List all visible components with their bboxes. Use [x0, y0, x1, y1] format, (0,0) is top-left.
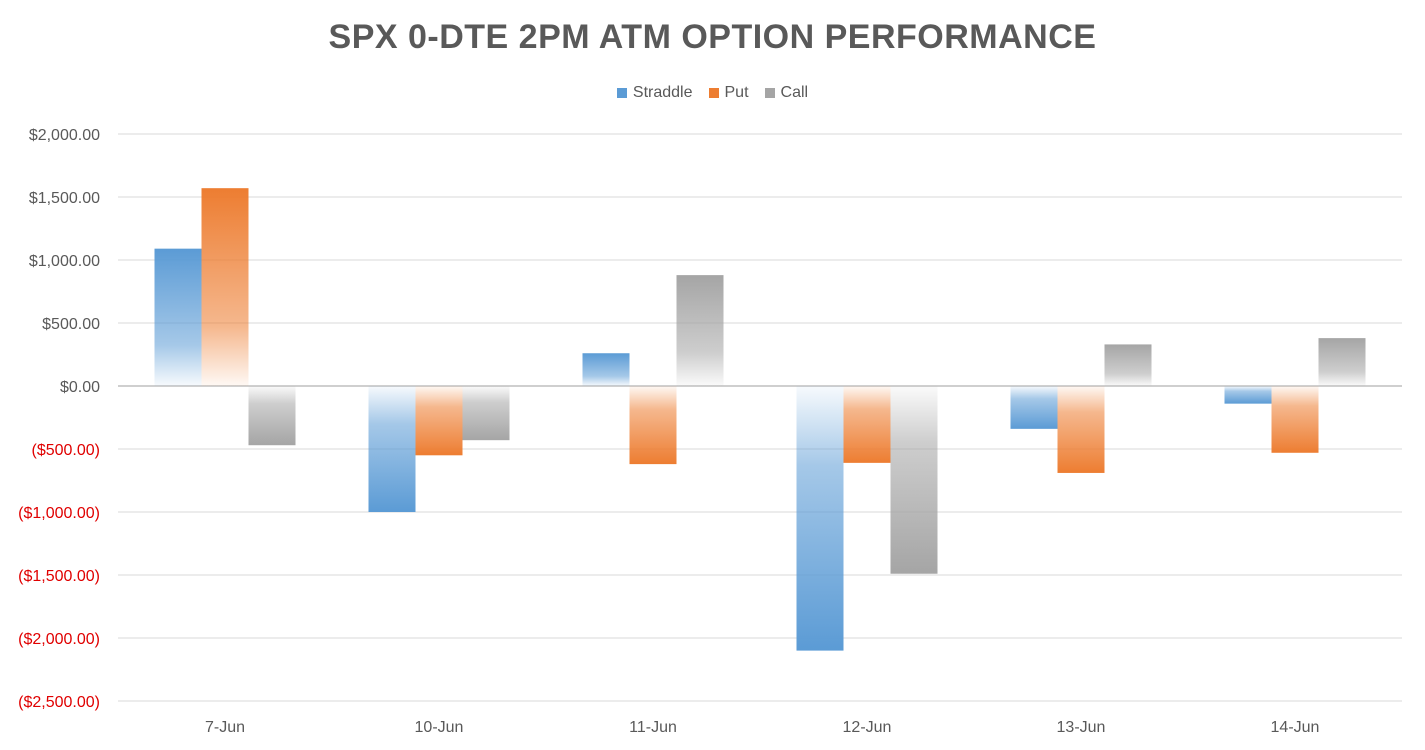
- legend-item-call: Call: [764, 84, 809, 102]
- chart-legend: Straddle Put Call: [0, 84, 1425, 102]
- y-tick-label: $0.00: [60, 379, 100, 396]
- bar-put-7-jun: [201, 188, 249, 386]
- bar-put-11-jun: [629, 386, 677, 465]
- legend-label-put: Put: [724, 84, 749, 101]
- chart-title: SPX 0-DTE 2PM ATM OPTION PERFORMANCE: [328, 18, 1097, 56]
- bar-call-12-jun: [890, 386, 938, 574]
- legend-item-put: Put: [708, 84, 749, 102]
- bar-put-14-jun: [1271, 386, 1319, 453]
- bar-put-10-jun: [415, 386, 463, 456]
- bar-straddle-7-jun: [154, 248, 202, 386]
- bar-straddle-14-jun: [1224, 386, 1272, 404]
- bar-put-13-jun: [1057, 386, 1105, 473]
- legend-swatch-straddle: [616, 88, 627, 98]
- y-tick-label: $1,500.00: [29, 190, 100, 207]
- y-tick-label: ($1,000.00): [18, 505, 100, 522]
- x-tick-label: 11-Jun: [629, 719, 677, 736]
- bar-straddle-10-jun: [368, 386, 416, 512]
- bar-call-7-jun: [248, 386, 296, 446]
- x-tick-label: 7-Jun: [205, 719, 245, 736]
- legend-swatch-put: [708, 88, 719, 98]
- bar-call-10-jun: [462, 386, 510, 441]
- y-tick-label: $1,000.00: [29, 253, 100, 270]
- bar-call-11-jun: [676, 275, 724, 386]
- legend-item-straddle: Straddle: [616, 84, 693, 102]
- x-tick-label: 10-Jun: [415, 719, 464, 736]
- legend-label-call: Call: [780, 84, 809, 101]
- x-tick-label: 12-Jun: [843, 719, 892, 736]
- y-tick-label: $500.00: [42, 316, 100, 333]
- y-tick-label: ($2,000.00): [18, 631, 100, 648]
- bar-call-14-jun: [1318, 338, 1366, 386]
- bar-call-13-jun: [1104, 344, 1152, 386]
- legend-label-straddle: Straddle: [632, 84, 693, 101]
- bar-straddle-12-jun: [796, 386, 844, 651]
- bar-put-12-jun: [843, 386, 891, 463]
- y-tick-label: $2,000.00: [29, 127, 100, 144]
- legend-swatch-call: [764, 88, 775, 98]
- y-tick-label: ($1,500.00): [18, 568, 100, 585]
- x-tick-label: 14-Jun: [1271, 719, 1320, 736]
- bar-straddle-11-jun: [582, 353, 630, 386]
- y-tick-label: ($500.00): [32, 442, 101, 459]
- bar-straddle-13-jun: [1010, 386, 1058, 429]
- y-tick-label: ($2,500.00): [18, 694, 100, 711]
- x-tick-label: 13-Jun: [1057, 719, 1106, 736]
